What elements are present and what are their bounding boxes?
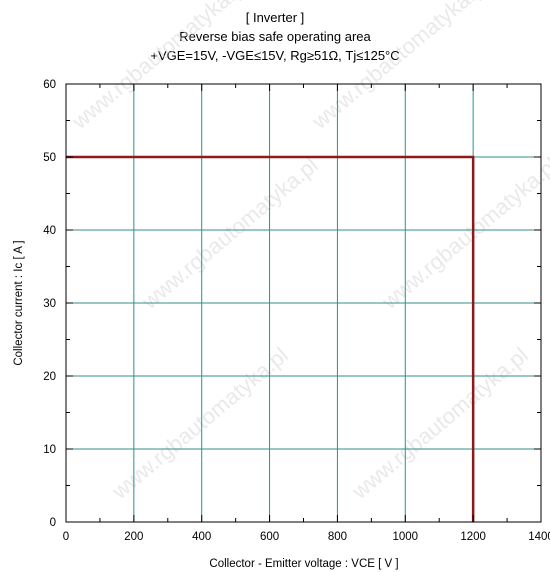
y-tick-label: 0: [50, 517, 56, 529]
chart-title: [ Inverter ] Reverse bias safe operating…: [0, 8, 550, 65]
y-tick-label: 10: [43, 444, 56, 456]
x-tick-label: 400: [192, 531, 211, 543]
y-tick-label: 40: [43, 225, 56, 237]
y-tick-label: 20: [43, 371, 56, 383]
ticks: [65, 83, 542, 523]
series-line: [66, 155, 475, 522]
title-line-1: [ Inverter ]: [245, 10, 305, 25]
y-tick-label: 30: [43, 298, 56, 310]
watermark-layer: www.rgbautomatyka.pl www.rgbautomatyka.pl…: [66, 0, 550, 504]
x-tick-label: 200: [124, 531, 143, 543]
y-tick-labels: 0 10 20 30 40 50 60: [43, 79, 56, 529]
title-line-3: +VGE=15V, -VGE≤15V, Rg≥51Ω, Tj≤125°C: [150, 48, 400, 63]
y-axis-label: Collector current : Ic [ A ]: [13, 240, 25, 365]
watermark-text: www.rgbautomatyka.pl: [376, 152, 550, 314]
x-tick-label: 1000: [392, 531, 418, 543]
series-layer: [66, 155, 475, 522]
x-tick-label: 1200: [460, 531, 486, 543]
x-tick-label: 0: [63, 531, 69, 543]
x-tick-label: 800: [328, 531, 347, 543]
title-line-2: Reverse bias safe operating area: [179, 29, 371, 44]
grid: [66, 84, 541, 522]
y-tick-label: 60: [43, 79, 56, 91]
watermark-text: www.rgbautomatyka.pl: [136, 152, 322, 314]
watermark-text: www.rgbautomatyka.pl: [346, 342, 532, 504]
watermark-text: www.rgbautomatyka.pl: [66, 0, 252, 134]
x-tick-label: 600: [260, 531, 279, 543]
watermark-text: www.rgbautomatyka.pl: [306, 0, 492, 134]
x-axis-label: Collector - Emitter voltage : VCE [ V ]: [209, 558, 398, 570]
y-tick-label: 50: [43, 152, 56, 164]
